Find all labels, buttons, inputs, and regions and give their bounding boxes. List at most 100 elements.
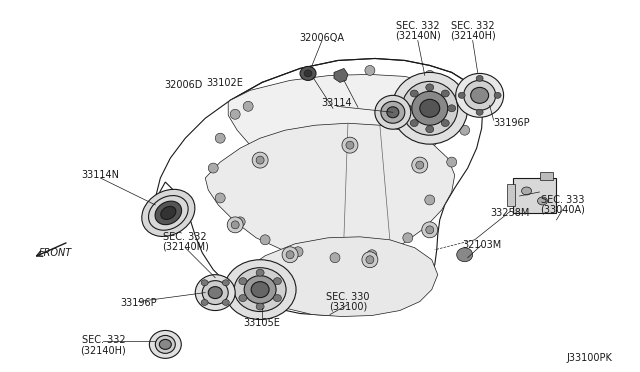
Ellipse shape bbox=[476, 76, 483, 81]
Ellipse shape bbox=[422, 222, 438, 238]
Text: (32140M): (32140M) bbox=[162, 242, 209, 252]
Text: J33100PK: J33100PK bbox=[566, 353, 612, 363]
Ellipse shape bbox=[457, 90, 467, 100]
Text: 33196P: 33196P bbox=[493, 118, 531, 128]
Ellipse shape bbox=[244, 276, 276, 304]
Ellipse shape bbox=[251, 282, 269, 298]
Ellipse shape bbox=[494, 92, 501, 98]
Ellipse shape bbox=[366, 256, 374, 264]
Bar bbox=[540, 172, 554, 180]
Bar bbox=[507, 184, 515, 206]
Ellipse shape bbox=[448, 105, 456, 112]
Ellipse shape bbox=[412, 157, 428, 173]
Ellipse shape bbox=[293, 247, 303, 257]
Text: (33040A): (33040A) bbox=[540, 205, 585, 215]
Polygon shape bbox=[334, 68, 348, 82]
Ellipse shape bbox=[362, 252, 378, 268]
Ellipse shape bbox=[215, 193, 225, 203]
Polygon shape bbox=[205, 123, 454, 260]
Text: (32140N): (32140N) bbox=[395, 31, 441, 41]
Ellipse shape bbox=[256, 156, 264, 164]
Ellipse shape bbox=[457, 248, 473, 262]
Bar bbox=[513, 178, 557, 213]
Ellipse shape bbox=[230, 109, 240, 119]
Ellipse shape bbox=[387, 107, 399, 118]
Ellipse shape bbox=[458, 92, 465, 98]
Ellipse shape bbox=[442, 120, 449, 126]
Ellipse shape bbox=[416, 161, 424, 169]
Ellipse shape bbox=[330, 253, 340, 263]
Ellipse shape bbox=[222, 280, 229, 286]
Ellipse shape bbox=[464, 80, 495, 110]
Ellipse shape bbox=[234, 268, 286, 311]
Text: SEC. 332: SEC. 332 bbox=[396, 20, 440, 31]
Text: SEC. 332: SEC. 332 bbox=[82, 336, 125, 346]
Ellipse shape bbox=[161, 206, 176, 219]
Ellipse shape bbox=[155, 201, 182, 225]
Text: SEC. 332: SEC. 332 bbox=[163, 232, 207, 242]
Ellipse shape bbox=[256, 303, 264, 310]
Text: (32140H): (32140H) bbox=[81, 346, 126, 355]
Text: 32103M: 32103M bbox=[462, 240, 501, 250]
Text: FRONT: FRONT bbox=[39, 248, 72, 258]
Ellipse shape bbox=[447, 157, 457, 167]
Text: (33100): (33100) bbox=[329, 302, 367, 312]
Text: 33258M: 33258M bbox=[490, 208, 529, 218]
Ellipse shape bbox=[456, 73, 504, 117]
Ellipse shape bbox=[215, 133, 225, 143]
Ellipse shape bbox=[304, 70, 312, 77]
Ellipse shape bbox=[156, 336, 175, 353]
Ellipse shape bbox=[273, 278, 282, 285]
Text: SEC. 332: SEC. 332 bbox=[451, 20, 495, 31]
Text: 33105E: 33105E bbox=[244, 318, 280, 327]
Ellipse shape bbox=[410, 120, 418, 126]
Text: 33114N: 33114N bbox=[81, 170, 120, 180]
Ellipse shape bbox=[235, 217, 245, 227]
Ellipse shape bbox=[202, 280, 228, 305]
Ellipse shape bbox=[367, 250, 377, 260]
Ellipse shape bbox=[470, 87, 488, 103]
Ellipse shape bbox=[403, 233, 413, 243]
Ellipse shape bbox=[412, 92, 448, 125]
Ellipse shape bbox=[243, 101, 253, 111]
Text: 33102E: 33102E bbox=[207, 78, 244, 89]
Ellipse shape bbox=[273, 295, 282, 302]
Ellipse shape bbox=[404, 105, 412, 112]
Ellipse shape bbox=[195, 275, 235, 311]
Ellipse shape bbox=[282, 247, 298, 263]
Polygon shape bbox=[228, 74, 465, 176]
Ellipse shape bbox=[159, 339, 172, 349]
Ellipse shape bbox=[410, 90, 418, 97]
Ellipse shape bbox=[342, 137, 358, 153]
Ellipse shape bbox=[365, 65, 375, 76]
Ellipse shape bbox=[425, 195, 435, 205]
Ellipse shape bbox=[256, 269, 264, 276]
Text: SEC. 333: SEC. 333 bbox=[541, 195, 584, 205]
Ellipse shape bbox=[538, 197, 547, 205]
Ellipse shape bbox=[252, 152, 268, 168]
Ellipse shape bbox=[208, 286, 222, 299]
Text: 33114: 33114 bbox=[322, 98, 352, 108]
Ellipse shape bbox=[300, 67, 316, 80]
Ellipse shape bbox=[231, 221, 239, 229]
Ellipse shape bbox=[522, 187, 532, 195]
Text: SEC. 330: SEC. 330 bbox=[326, 292, 370, 302]
Ellipse shape bbox=[425, 70, 435, 80]
Ellipse shape bbox=[346, 141, 354, 149]
Text: 33196P: 33196P bbox=[120, 298, 157, 308]
Ellipse shape bbox=[224, 260, 296, 320]
Ellipse shape bbox=[402, 81, 458, 135]
Ellipse shape bbox=[208, 163, 218, 173]
Ellipse shape bbox=[375, 95, 411, 129]
Ellipse shape bbox=[426, 226, 434, 234]
Ellipse shape bbox=[239, 295, 247, 302]
Ellipse shape bbox=[476, 109, 483, 115]
Ellipse shape bbox=[142, 189, 195, 237]
Text: (32140H): (32140H) bbox=[450, 31, 495, 41]
Ellipse shape bbox=[420, 99, 440, 117]
Ellipse shape bbox=[303, 67, 313, 77]
Polygon shape bbox=[228, 237, 438, 317]
Ellipse shape bbox=[442, 90, 449, 97]
Ellipse shape bbox=[426, 126, 434, 133]
Ellipse shape bbox=[239, 278, 247, 285]
